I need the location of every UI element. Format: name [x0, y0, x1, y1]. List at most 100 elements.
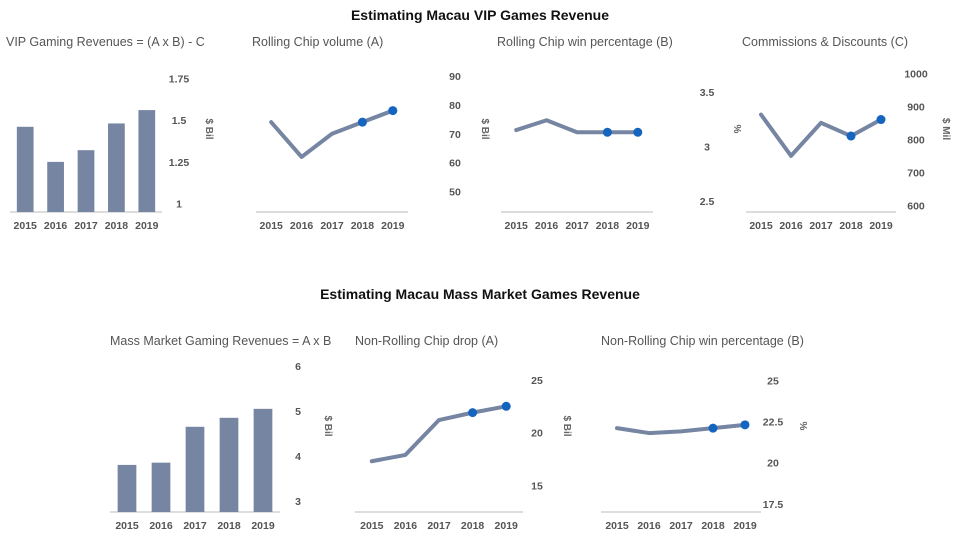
x-tick-label: 2017 — [427, 520, 451, 532]
y-tick-label: 800 — [907, 134, 925, 146]
data-point-2018 — [846, 131, 856, 141]
x-tick-label: 2019 — [135, 220, 159, 232]
x-tick-label: 2017 — [809, 220, 833, 232]
data-point-2019 — [633, 127, 643, 137]
y-tick-label: 1.75 — [169, 73, 190, 85]
data-point-2019 — [388, 106, 398, 116]
series-line — [369, 404, 509, 464]
y-axis-unit-label: $ Mil — [940, 118, 951, 140]
chart-title: Non-Rolling Chip win percentage (B) — [601, 334, 804, 348]
x-tick-label: 2015 — [14, 220, 38, 232]
bar-2018 — [108, 123, 125, 212]
chart-mass-market-gaming-revenues: Mass Market Gaming Revenues = A x B 2015… — [110, 334, 346, 539]
y-axis-unit-label: $ Bil — [322, 415, 333, 436]
y-tick-label: 5 — [295, 406, 301, 418]
y-axis-unit-label: $ Bil — [203, 118, 214, 139]
y-tick-label: 15 — [531, 481, 543, 493]
y-axis-unit-label: % — [731, 125, 742, 134]
chart-rolling-chip-win-percentage: Rolling Chip win percentage (B) 2015 2016… — [497, 35, 742, 240]
x-tick-label: 2018 — [217, 520, 241, 532]
x-tick-label: 2019 — [251, 520, 275, 532]
x-tick-label: 2015 — [260, 220, 284, 232]
x-tick-label: 2016 — [290, 220, 314, 232]
chart-title: Non-Rolling Chip drop (A) — [355, 334, 499, 348]
x-tick-label: 2016 — [779, 220, 803, 232]
chart-title: Rolling Chip volume (A) — [252, 35, 384, 49]
y-axis-unit-label: $ Bil — [479, 118, 490, 139]
x-tick-label: 2017 — [74, 220, 98, 232]
x-tick-label: 2015 — [505, 220, 529, 232]
x-tick-label: 2019 — [626, 220, 650, 232]
chart-svg: 2015 2016 2017 2018 2019 600 700 800 900 1000 $ Mi… — [746, 68, 951, 232]
x-tick-label: 2017 — [320, 220, 344, 232]
y-tick-label: 70 — [449, 129, 461, 141]
chart-non-rolling-chip-drop: Non-Rolling Chip drop (A) 2015 2016 2017 20… — [355, 334, 591, 539]
x-tick-label: 2018 — [461, 520, 485, 532]
bar-2017 — [77, 150, 95, 212]
x-tick-label: 2018 — [701, 520, 725, 532]
bar-2016 — [47, 161, 64, 212]
y-axis-unit-label: $ Bil — [561, 415, 572, 436]
x-tick-label: 2015 — [749, 220, 773, 232]
x-tick-label: 2018 — [351, 220, 375, 232]
x-tick-label: 2017 — [669, 520, 693, 532]
series-line — [615, 422, 747, 436]
y-axis-unit-label: % — [797, 422, 808, 431]
y-tick-label: 60 — [449, 158, 461, 170]
chart-svg: 2015 2016 2017 2018 2019 15 20 25 $ Bil — [355, 375, 572, 532]
y-tick-label: 3 — [704, 141, 710, 153]
y-tick-label: 22.5 — [763, 417, 784, 429]
y-tick-label: 20 — [767, 458, 779, 470]
section-title-vip: Estimating Macau VIP Games Revenue — [350, 7, 610, 23]
x-tick-label: 2016 — [394, 520, 418, 532]
y-tick-label: 600 — [907, 200, 925, 212]
x-tick-label: 2015 — [605, 520, 629, 532]
y-tick-label: 3 — [295, 496, 301, 508]
chart-svg: 2015 2016 2017 2018 2019 3 4 5 6 $ Bil — [110, 361, 333, 532]
data-point-2018 — [602, 127, 612, 137]
data-point-2019 — [876, 115, 886, 125]
y-tick-label: 4 — [295, 451, 301, 463]
x-tick-label: 2018 — [839, 220, 863, 232]
y-tick-label: 20 — [531, 428, 543, 440]
data-point-2018 — [357, 117, 367, 127]
x-tick-label: 2018 — [596, 220, 620, 232]
x-tick-label: 2016 — [44, 220, 68, 232]
y-tick-label: 17.5 — [763, 499, 784, 511]
x-tick-label: 2016 — [149, 520, 173, 532]
y-tick-label: 6 — [295, 361, 301, 373]
data-point-2019 — [501, 401, 511, 411]
x-tick-label: 2018 — [105, 220, 129, 232]
section-title-mass: Estimating Macau Mass Market Games Reven… — [320, 286, 640, 302]
y-tick-label: 1 — [176, 199, 182, 211]
x-tick-label: 2019 — [733, 520, 757, 532]
bar-2018 — [219, 417, 239, 512]
y-tick-label: 900 — [907, 101, 925, 113]
x-tick-label: 2019 — [869, 220, 893, 232]
y-tick-label: 50 — [449, 187, 461, 199]
x-tick-label: 2017 — [183, 520, 207, 532]
chart-rolling-chip-volume: Rolling Chip volume (A) 2015 2016 2017 2018… — [252, 35, 490, 240]
bar-2015 — [16, 126, 34, 212]
series-line — [514, 118, 640, 135]
x-tick-label: 2015 — [115, 520, 139, 532]
bar-2015 — [117, 464, 137, 512]
x-tick-label: 2015 — [360, 520, 384, 532]
x-tick-label: 2019 — [381, 220, 405, 232]
y-tick-label: 90 — [449, 71, 461, 83]
chart-title: Mass Market Gaming Revenues = A x B — [110, 334, 332, 348]
bar-2017 — [185, 426, 205, 512]
chart-svg: 2015 2016 2017 2018 2019 17.5 20 22.5 25% — [601, 375, 808, 532]
y-tick-label: 1.25 — [169, 157, 190, 169]
y-tick-label: 700 — [907, 167, 925, 179]
y-tick-label: 1.5 — [172, 115, 187, 127]
chart-svg: 2015 2016 2017 2018 2019 2.5 3 3.5% — [501, 87, 742, 232]
data-point-2018 — [468, 408, 478, 418]
x-tick-label: 2019 — [495, 520, 519, 532]
bar-2019 — [138, 110, 156, 212]
series-line — [759, 112, 883, 158]
data-point-2019 — [740, 420, 750, 430]
chart-svg: 2015 2016 2017 2018 2019 50 60 70 80 90 $ Bil — [256, 71, 490, 232]
chart-title: Rolling Chip win percentage (B) — [497, 35, 673, 49]
x-tick-label: 2016 — [535, 220, 559, 232]
